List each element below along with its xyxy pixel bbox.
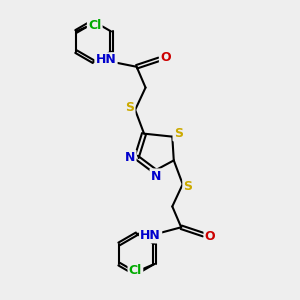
Text: Cl: Cl: [129, 264, 142, 277]
Text: HN: HN: [96, 53, 116, 66]
Text: O: O: [205, 230, 215, 243]
Text: S: S: [174, 127, 183, 140]
Text: HN: HN: [140, 229, 161, 242]
Text: O: O: [160, 51, 171, 64]
Text: S: S: [184, 180, 193, 193]
Text: N: N: [151, 170, 161, 183]
Text: N: N: [125, 151, 135, 164]
Text: S: S: [125, 101, 134, 114]
Text: Cl: Cl: [88, 19, 101, 32]
